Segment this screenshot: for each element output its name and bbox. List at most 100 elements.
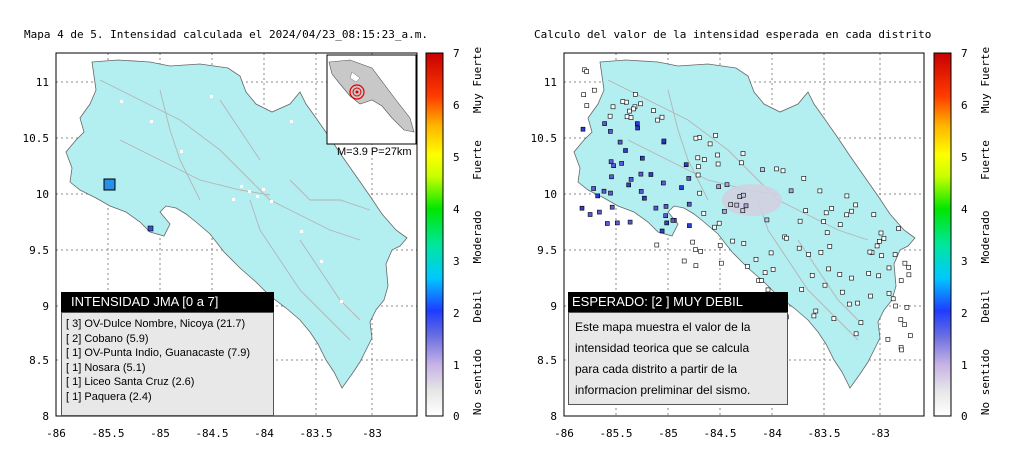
district-marker <box>664 220 670 226</box>
district-marker <box>609 174 614 180</box>
district-marker <box>728 202 734 207</box>
legend-row-label: Cobano (5.9) <box>84 332 149 345</box>
district-marker <box>610 104 616 110</box>
right-xtick-5: -83.5 <box>807 427 840 440</box>
right-xtick-2: -85 <box>658 427 678 440</box>
district-marker <box>826 266 831 272</box>
left-xtick-3: -84.5 <box>195 427 228 440</box>
left-sensor-nicoya <box>103 178 116 191</box>
district-marker <box>893 303 898 309</box>
left-ytick-2: 10 <box>36 188 49 201</box>
left-cb-label-debil: Debil <box>471 289 484 322</box>
district-marker <box>701 211 707 216</box>
district-marker <box>611 163 616 168</box>
left-cb-tick-0: 0 <box>453 410 460 423</box>
district-marker <box>745 264 750 269</box>
district-marker <box>823 210 829 216</box>
district-marker <box>679 185 684 190</box>
legend-row-label: OV-Punta Indio, Guanacaste (7.9) <box>84 347 251 359</box>
district-marker <box>853 202 859 208</box>
right-cb-tick-1: 1 <box>961 359 968 372</box>
right-cb-tick-5: 5 <box>961 151 968 164</box>
district-marker <box>738 160 744 166</box>
district-marker <box>811 313 817 319</box>
district-marker <box>713 133 718 138</box>
district-marker <box>898 317 904 322</box>
district-marker <box>608 190 613 196</box>
district-marker <box>617 139 623 145</box>
district-marker <box>591 186 596 191</box>
district-marker <box>839 289 845 295</box>
district-marker <box>697 190 703 196</box>
district-marker <box>743 203 749 209</box>
district-marker <box>638 101 643 107</box>
left-xtick-0: -86 <box>46 427 66 440</box>
district-marker <box>788 188 794 194</box>
right-cb-tick-4: 4 <box>961 203 968 216</box>
right-ytick-2: 10 <box>544 188 557 201</box>
right-cb-label-fuerte: Fuerte <box>979 140 992 180</box>
left-cb-tick-1: 1 <box>453 359 460 372</box>
district-marker <box>741 241 747 246</box>
legend-row-value: [ 1] <box>66 347 82 359</box>
district-marker <box>904 304 910 310</box>
district-marker <box>701 157 707 162</box>
district-marker <box>846 301 852 307</box>
district-marker <box>867 249 873 255</box>
district-marker <box>803 208 809 213</box>
district-marker <box>829 206 834 211</box>
district-marker <box>899 347 904 353</box>
right-xtick-4: -84 <box>762 427 782 440</box>
district-marker <box>853 331 859 337</box>
right-colorbar: 7 6 5 4 3 2 1 0 Muy Fuerte Fuerte Modera… <box>933 47 992 423</box>
left-cb-label-muy-fuerte: Muy Fuerte <box>471 47 484 113</box>
district-marker <box>885 336 891 342</box>
district-marker <box>760 167 765 172</box>
left-xtick-4: -84 <box>254 427 274 440</box>
district-marker <box>740 192 746 198</box>
district-marker <box>717 243 723 248</box>
district-marker <box>831 316 837 322</box>
right-land-mass <box>573 59 916 389</box>
district-marker <box>681 258 687 264</box>
district-marker <box>715 161 721 167</box>
legend-row-label: Paquera (2.4) <box>84 390 152 403</box>
left-cb-tick-6: 6 <box>453 99 460 112</box>
district-marker <box>695 155 701 161</box>
legend-row-label: OV-Dulce Nombre, Nicoya (21.7) <box>84 318 246 330</box>
left-map-title: Mapa 4 de 5. Intensidad calculada el 202… <box>24 28 428 41</box>
district-marker <box>660 180 666 186</box>
district-marker <box>638 171 644 177</box>
district-marker <box>659 114 665 120</box>
district-marker <box>890 296 896 302</box>
district-marker <box>686 176 692 181</box>
district-marker <box>619 161 624 166</box>
district-marker <box>620 99 626 104</box>
district-marker <box>608 129 613 134</box>
district-marker <box>753 256 759 262</box>
right-district-markers <box>579 67 913 353</box>
left-xtick-6: -83 <box>362 427 382 440</box>
district-marker <box>581 92 587 97</box>
left-xtick-5: -83.5 <box>299 427 332 440</box>
district-marker <box>653 205 659 211</box>
district-marker <box>844 193 850 199</box>
right-ytick-5: 8.5 <box>537 354 557 367</box>
legend-row-value: [ 1] <box>66 361 82 374</box>
district-marker <box>655 117 660 123</box>
left-cb-label-fuerte: Fuerte <box>471 140 484 180</box>
district-marker <box>632 92 638 97</box>
district-marker <box>759 278 764 283</box>
left-ytick-4: 9 <box>42 300 49 313</box>
left-xtick-1: -85.5 <box>91 427 124 440</box>
district-marker <box>696 164 701 169</box>
description-line-0: Este mapa muestra el valor de la <box>575 320 751 334</box>
district-marker <box>686 201 692 207</box>
left-ytick-6: 8 <box>42 410 49 423</box>
district-marker <box>579 205 585 211</box>
intensity-legend: INTENSIDAD JMA [0 a 7] [ 3] OV-Dulce Nom… <box>61 292 274 416</box>
district-marker <box>740 208 746 213</box>
left-cb-tick-4: 4 <box>453 203 460 216</box>
district-marker <box>849 208 854 214</box>
district-marker <box>817 188 823 194</box>
